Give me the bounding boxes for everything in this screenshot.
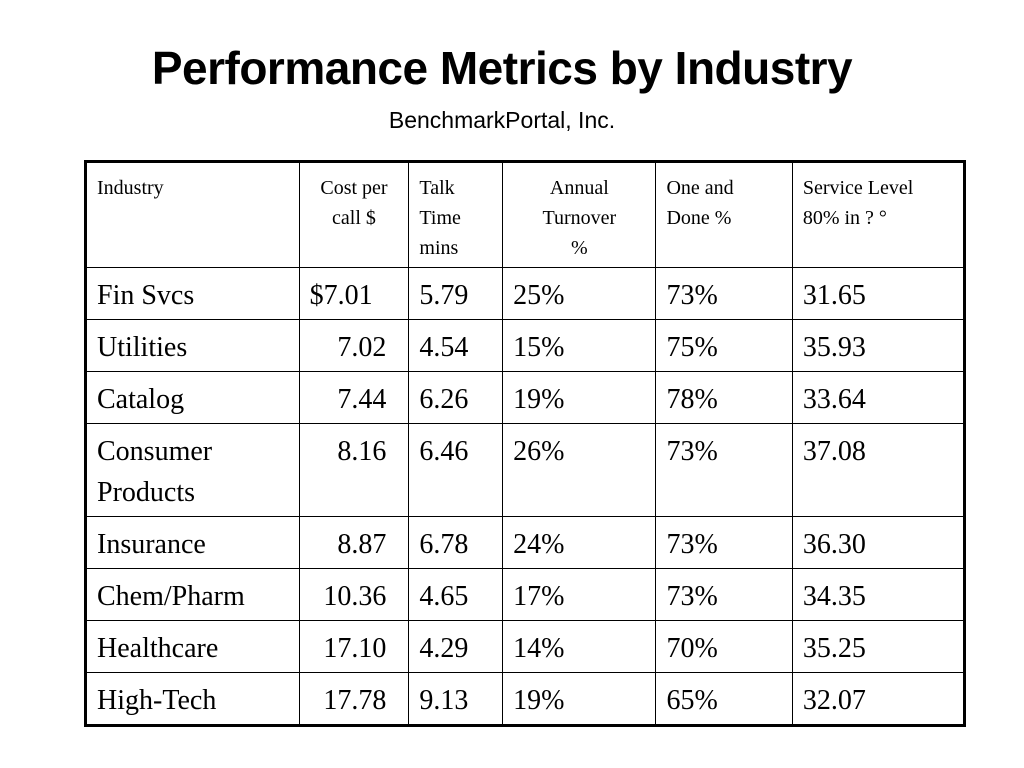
table-row: Chem/Pharm 10.36 4.65 17% 73% 34.35: [85, 568, 966, 621]
table-row: High-Tech 17.78 9.13 19% 65% 32.07: [85, 672, 966, 726]
cell-one-and-done: 73%: [655, 267, 793, 320]
cell-service-level: 32.07: [791, 672, 966, 726]
cell-talk-time: 4.54: [408, 319, 504, 372]
metrics-table: Industry Cost per call $ Talk Time mins …: [84, 160, 966, 727]
cell-turnover: 26%: [502, 423, 657, 517]
header-line: Service Level: [802, 177, 914, 199]
cell-talk-time: 4.65: [408, 568, 504, 621]
cell-one-and-done: 65%: [655, 672, 793, 726]
industry-name: Fin Svcs: [97, 280, 195, 311]
header-annual-turnover: Annual Turnover %: [502, 161, 657, 268]
cell-service-level: 37.08: [791, 423, 966, 517]
header-one-and-done: One and Done %: [655, 161, 793, 268]
cell-cost: 10.36: [298, 568, 410, 621]
cell-cost: 17.78: [298, 672, 410, 726]
industry-name: Utilities: [97, 332, 188, 363]
cell-turnover: 14%: [502, 620, 657, 673]
industry-name: Consumer: [97, 436, 213, 467]
table-row: Utilities 7.02 4.54 15% 75% 35.93: [85, 319, 966, 372]
cell-service-level: 35.93: [791, 319, 966, 372]
table-row: Healthcare 17.10 4.29 14% 70% 35.25: [85, 620, 966, 673]
cell-talk-time: 4.29: [408, 620, 504, 673]
cell-turnover: 19%: [502, 672, 657, 726]
table-row: Catalog 7.44 6.26 19% 78% 33.64: [85, 371, 966, 424]
industry-name: Catalog: [97, 384, 185, 415]
cell-talk-time: 6.26: [408, 371, 504, 424]
table-row: Consumer Products 8.16 6.46 26% 73% 37.0…: [85, 423, 966, 517]
cell-turnover: 19%: [502, 371, 657, 424]
industry-name: Insurance: [97, 529, 206, 560]
cell-turnover: 15%: [502, 319, 657, 372]
cell-service-level: 31.65: [791, 267, 966, 320]
header-industry: Industry: [85, 161, 300, 268]
cell-cost: 7.44: [298, 371, 410, 424]
cell-industry: High-Tech: [85, 672, 300, 726]
cell-service-level: 36.30: [791, 516, 966, 569]
header-line: %: [570, 237, 588, 259]
cell-one-and-done: 73%: [655, 423, 793, 517]
header-line: Talk: [419, 177, 455, 199]
cell-cost: 17.10: [298, 620, 410, 673]
header-line: call $: [332, 207, 376, 229]
cell-one-and-done: 73%: [655, 516, 793, 569]
cell-industry: Chem/Pharm: [85, 568, 300, 621]
header-talk-time: Talk Time mins: [408, 161, 504, 268]
cell-one-and-done: 73%: [655, 568, 793, 621]
header-line: One and: [666, 177, 734, 199]
cell-turnover: 25%: [502, 267, 657, 320]
cell-talk-time: 5.79: [408, 267, 504, 320]
header-service-level: Service Level 80% in ? °: [791, 161, 966, 268]
cell-cost: $7.01: [298, 267, 410, 320]
header-cost-per-call: Cost per call $: [298, 161, 410, 268]
cell-service-level: 35.25: [791, 620, 966, 673]
slide-title: Performance Metrics by Industry: [151, 42, 853, 94]
cell-talk-time: 6.46: [408, 423, 504, 517]
cell-service-level: 34.35: [791, 568, 966, 621]
header-line: Industry: [97, 177, 164, 199]
cell-industry: Healthcare: [85, 620, 300, 673]
cell-industry: Utilities: [85, 319, 300, 372]
header-line: Time: [419, 207, 461, 229]
slide-subtitle: BenchmarkPortal, Inc.: [388, 107, 616, 133]
table-row: Insurance 8.87 6.78 24% 73% 36.30: [85, 516, 966, 569]
cell-industry: Consumer Products: [85, 423, 300, 517]
cell-industry: Insurance: [85, 516, 300, 569]
header-line: Done %: [666, 207, 732, 229]
header-line: 80% in ? °: [802, 207, 887, 229]
table-row: Fin Svcs $7.01 5.79 25% 73% 31.65: [85, 267, 966, 320]
industry-name: High-Tech: [97, 685, 217, 716]
cell-one-and-done: 70%: [655, 620, 793, 673]
header-line: mins: [419, 237, 459, 259]
cell-one-and-done: 75%: [655, 319, 793, 372]
header-row: Industry Cost per call $ Talk Time mins …: [85, 161, 966, 268]
cell-cost: 7.02: [298, 319, 410, 372]
cell-cost: 8.87: [298, 516, 410, 569]
cell-turnover: 24%: [502, 516, 657, 569]
industry-name: Chem/Pharm: [97, 581, 245, 612]
industry-name: Healthcare: [97, 633, 219, 664]
cell-turnover: 17%: [502, 568, 657, 621]
cell-talk-time: 9.13: [408, 672, 504, 726]
cell-talk-time: 6.78: [408, 516, 504, 569]
industry-name-line2: Products: [97, 477, 195, 508]
cell-service-level: 33.64: [791, 371, 966, 424]
header-line: Annual: [549, 177, 609, 199]
cell-industry: Fin Svcs: [85, 267, 300, 320]
cell-one-and-done: 78%: [655, 371, 793, 424]
cell-industry: Catalog: [85, 371, 300, 424]
header-line: Cost per: [320, 177, 388, 199]
header-line: Turnover: [542, 207, 617, 229]
cell-cost: 8.16: [298, 423, 410, 517]
